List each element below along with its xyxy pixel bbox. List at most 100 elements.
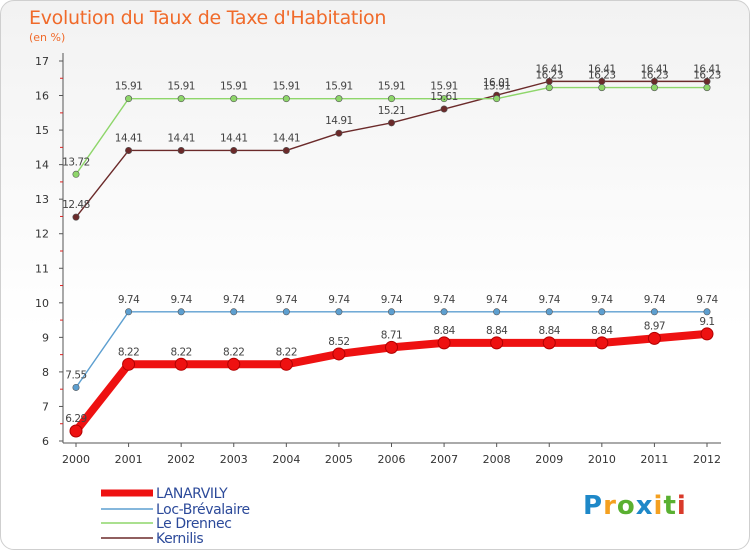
data-label: 9.74	[381, 294, 403, 306]
logo-letter: P	[583, 491, 604, 521]
x-tick-label: 2011	[640, 453, 668, 466]
proxiti-logo: Proxiti	[583, 491, 687, 521]
data-label: 14.41	[167, 132, 195, 144]
data-point	[177, 95, 185, 103]
data-point	[490, 336, 504, 350]
data-point	[440, 105, 448, 113]
data-label: 16.41	[693, 63, 721, 75]
x-tick-label: 2002	[167, 453, 195, 466]
data-point	[332, 347, 346, 361]
legend-label: Loc-Brévalaire	[156, 502, 250, 518]
data-point	[282, 308, 290, 316]
y-tick-label: 17	[35, 55, 49, 68]
data-point	[440, 95, 448, 103]
y-tick-label: 9	[42, 331, 49, 344]
data-label: 8.22	[118, 346, 139, 358]
data-point	[177, 308, 185, 316]
x-tick-label: 2009	[535, 453, 563, 466]
data-label: 14.41	[273, 132, 301, 144]
data-point	[493, 308, 501, 316]
data-point	[72, 383, 80, 391]
data-label: 15.91	[325, 81, 353, 93]
data-label: 8.52	[328, 336, 349, 348]
y-tick-label: 16	[35, 90, 49, 103]
data-point	[125, 146, 133, 154]
data-point	[279, 357, 293, 371]
data-point	[230, 95, 238, 103]
data-label: 14.41	[115, 132, 143, 144]
data-point	[647, 331, 661, 345]
logo-letter: i	[676, 491, 687, 521]
y-tick-label: 10	[35, 297, 49, 310]
legend-label: Kernilis	[156, 531, 203, 547]
data-point	[335, 129, 343, 137]
data-label: 8.22	[276, 346, 297, 358]
data-label: 14.41	[220, 132, 248, 144]
data-label: 16.41	[588, 63, 616, 75]
data-point	[335, 308, 343, 316]
logo-letter: o	[616, 491, 636, 521]
x-tick-label: 2006	[378, 453, 406, 466]
data-point	[595, 336, 609, 350]
data-label: 15.91	[220, 81, 248, 93]
data-point	[542, 336, 556, 350]
y-tick-label: 15	[35, 124, 49, 137]
data-label: 9.1	[699, 316, 714, 328]
x-tick-label: 2001	[115, 453, 143, 466]
y-tick-label: 7	[42, 400, 49, 413]
logo-letter: x	[635, 491, 654, 521]
data-label: 6.29	[65, 413, 86, 425]
data-point	[72, 170, 80, 178]
y-tick-label: 8	[42, 366, 49, 379]
chart-subtitle: (en %)	[29, 31, 66, 44]
data-label: 15.61	[430, 91, 458, 103]
data-label: 9.74	[696, 294, 718, 306]
chart-title: Evolution du Taux de Taxe d'Habitation	[29, 7, 387, 29]
data-label: 15.91	[378, 81, 406, 93]
data-point	[387, 119, 395, 127]
data-label: 16.23	[535, 70, 563, 82]
data-point	[282, 95, 290, 103]
data-label: 8.97	[644, 320, 665, 332]
data-label: 9.74	[276, 294, 298, 306]
data-label: 8.22	[170, 346, 191, 358]
x-tick-label: 2000	[62, 453, 90, 466]
data-point	[125, 308, 133, 316]
x-tick-label: 2004	[272, 453, 300, 466]
data-label: 16.01	[483, 77, 511, 89]
data-label: 9.74	[486, 294, 508, 306]
y-tick-label: 11	[35, 262, 49, 275]
data-point	[177, 146, 185, 154]
data-point	[703, 84, 711, 92]
data-label: 8.22	[223, 346, 244, 358]
data-label: 15.91	[115, 81, 143, 93]
data-label: 8.84	[591, 325, 613, 337]
data-point	[227, 357, 241, 371]
x-tick-label: 2003	[220, 453, 248, 466]
x-tick-label: 2010	[588, 453, 616, 466]
x-tick-label: 2008	[483, 453, 511, 466]
data-label: 15.91	[430, 81, 458, 93]
data-label: 13.72	[62, 156, 90, 168]
data-point	[230, 146, 238, 154]
data-label: 8.84	[539, 325, 561, 337]
y-tick-label: 12	[35, 228, 49, 241]
data-point	[335, 95, 343, 103]
data-label: 9.74	[539, 294, 561, 306]
data-label: 8.71	[381, 329, 402, 341]
data-point	[282, 146, 290, 154]
data-label: 9.74	[328, 294, 350, 306]
logo-letter: t	[663, 491, 677, 521]
data-label: 16.23	[693, 70, 721, 82]
y-tick-label: 14	[35, 159, 49, 172]
x-tick-label: 2012	[693, 453, 721, 466]
data-label: 7.55	[65, 369, 86, 381]
logo-letter: i	[653, 491, 664, 521]
data-label: 8.84	[433, 325, 455, 337]
data-label: 9.74	[591, 294, 613, 306]
data-point	[545, 84, 553, 92]
logo-letter: r	[603, 491, 617, 521]
x-tick-label: 2007	[430, 453, 458, 466]
y-tick-label: 6	[42, 435, 49, 448]
